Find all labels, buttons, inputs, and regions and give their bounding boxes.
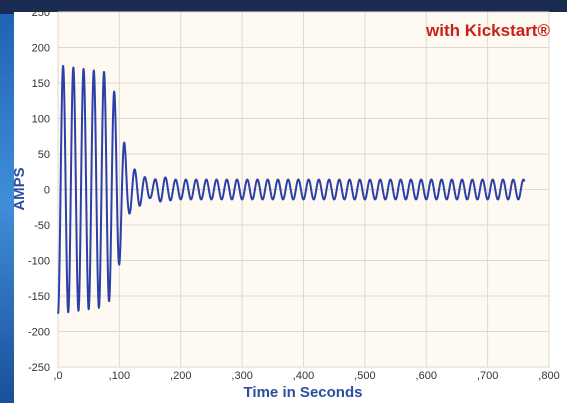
x-tick-label: ,800	[538, 370, 559, 382]
x-axis-label: Time in Seconds	[244, 384, 363, 401]
y-axis-label: AMPS	[11, 167, 28, 210]
x-tick-label: ,300	[231, 370, 252, 382]
x-tick-label: ,700	[477, 370, 498, 382]
x-tick-label: ,100	[109, 370, 130, 382]
y-tick-label: -50	[34, 220, 50, 232]
y-tick-labels: 250 200 150 100 50 0 -50 -100 -150 -200 -250	[28, 7, 50, 374]
y-tick-label: 150	[32, 78, 50, 90]
x-tick-labels: ,0 ,100 ,200 ,300 ,400 ,500 ,600 ,700 ,800	[53, 370, 559, 382]
y-tick-label: 50	[38, 149, 50, 161]
x-tick-label: ,600	[416, 370, 437, 382]
x-tick-label: ,0	[53, 370, 62, 382]
x-tick-label: ,400	[293, 370, 314, 382]
y-tick-label: -150	[28, 291, 50, 303]
y-tick-label: -250	[28, 362, 50, 374]
y-tick-label: 250	[32, 7, 50, 19]
y-tick-label: 200	[32, 43, 50, 55]
grid-lines	[57, 11, 550, 368]
y-tick-label: 100	[32, 114, 50, 126]
y-tick-label: -100	[28, 256, 50, 268]
current-waveform-line	[57, 65, 526, 315]
chart-title: with Kickstart®	[425, 21, 550, 40]
y-tick-label: 0	[44, 185, 50, 197]
x-tick-label: ,200	[170, 370, 191, 382]
y-tick-label: -200	[28, 327, 50, 339]
x-tick-label: ,500	[354, 370, 375, 382]
